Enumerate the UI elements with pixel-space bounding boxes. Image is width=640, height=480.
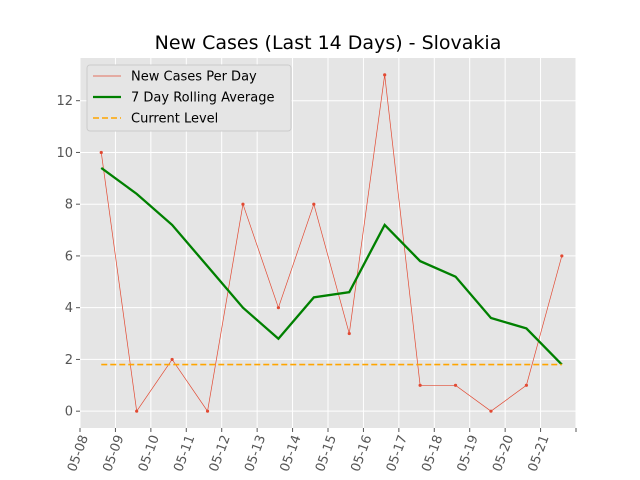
y-tick-label: 4 — [65, 301, 73, 316]
x-tick-label: 05-13 — [242, 433, 269, 474]
legend-label: New Cases Per Day — [131, 70, 257, 85]
series-line-rolling-average — [100, 167, 563, 366]
series-line-new-cases — [100, 74, 563, 413]
x-tick-label: 05-12 — [207, 433, 234, 474]
x-tick-label: 05-17 — [384, 433, 411, 474]
x-tick-label: 05-08 — [65, 433, 92, 474]
data-point — [170, 357, 174, 362]
legend: New Cases Per Day 7 Day Rolling Average Cu… — [86, 64, 292, 132]
x-tick-label: 05-10 — [136, 433, 163, 474]
series-layer — [99, 73, 564, 413]
data-point — [383, 73, 387, 77]
data-point — [205, 409, 210, 413]
x-tick-label: 05-15 — [313, 433, 340, 474]
y-tick-label: 10 — [56, 146, 73, 161]
x-tick-label: 05-18 — [419, 433, 446, 474]
legend-label: Current Level — [131, 112, 218, 127]
data-point — [241, 202, 245, 206]
x-tick-label: 05-11 — [171, 433, 198, 474]
y-tick-label: 12 — [56, 94, 73, 109]
data-point — [347, 331, 351, 336]
x-tick-label: 05-14 — [278, 433, 305, 474]
x-tick-label: 05-21 — [526, 433, 553, 474]
legend-box — [86, 64, 292, 132]
legend-label: 7 Day Rolling Average — [131, 91, 274, 106]
data-point — [560, 254, 564, 258]
y-tick-label: 0 — [65, 405, 73, 420]
x-tick-label: 05-09 — [100, 433, 127, 474]
y-tick-label: 8 — [65, 198, 73, 213]
data-point — [312, 202, 316, 206]
data-point — [418, 383, 422, 387]
chart-title: New Cases (Last 14 Days) - Slovakia — [155, 32, 502, 54]
x-tick-label: 05-19 — [455, 433, 482, 474]
y-tick-label: 6 — [65, 249, 73, 264]
data-point — [453, 383, 458, 387]
data-point — [524, 383, 529, 387]
y-tick-label: 2 — [65, 353, 73, 368]
x-tick-label: 05-16 — [348, 433, 375, 474]
data-point — [135, 409, 139, 413]
data-point — [99, 150, 103, 155]
data-point — [276, 306, 280, 310]
x-tick-label: 05-20 — [490, 433, 517, 474]
data-point — [489, 409, 493, 413]
